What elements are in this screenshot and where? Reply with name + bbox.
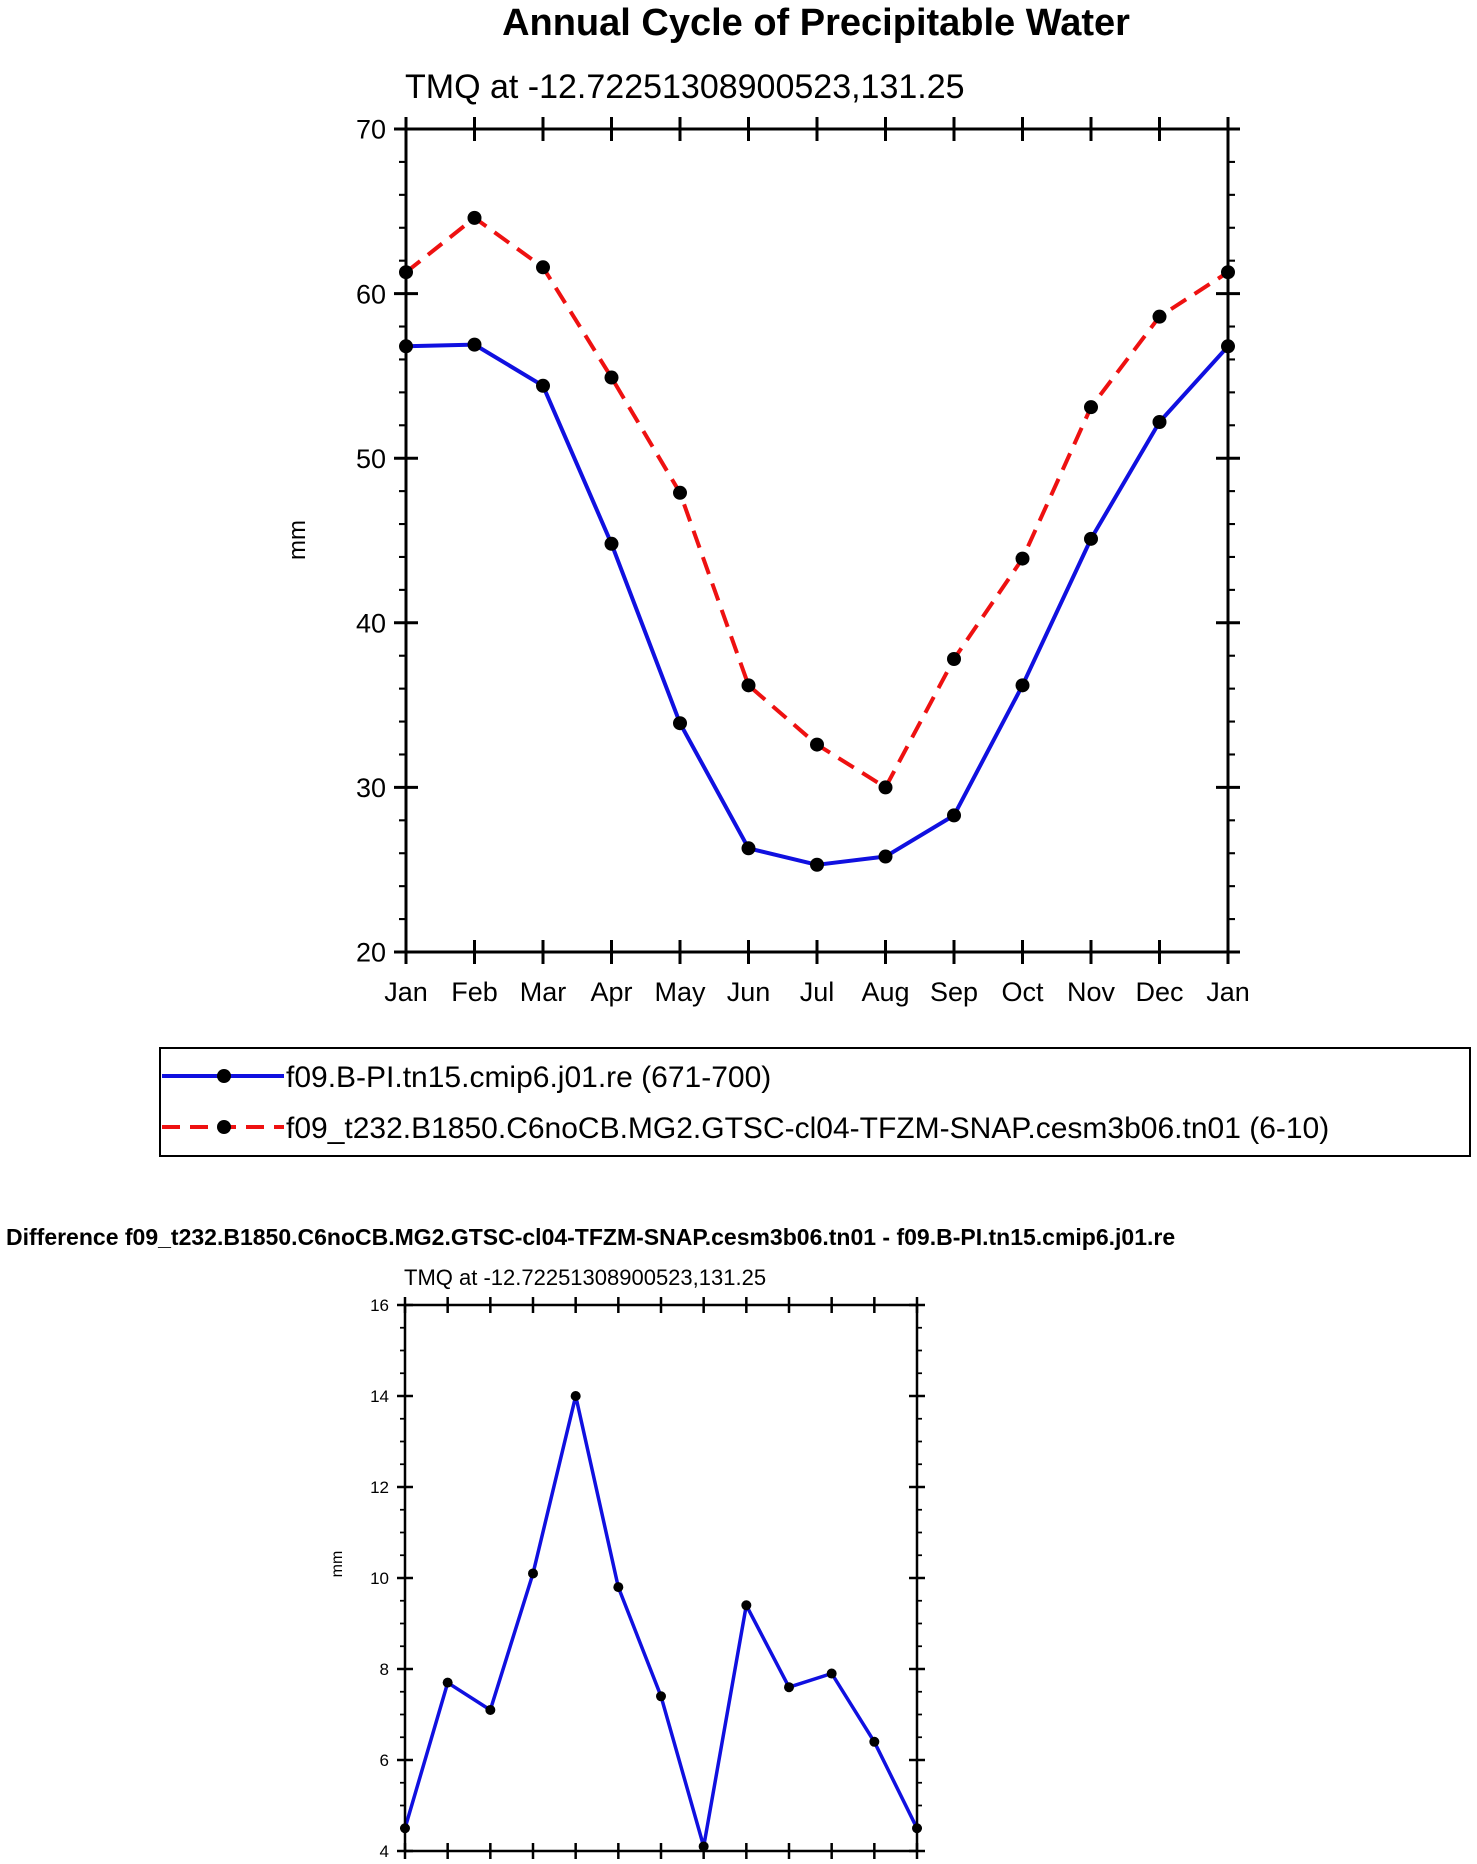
legend-marker-series-2 [217,1120,231,1134]
chart1-series-group [399,210,1235,872]
y-tick-label: 12 [370,1478,389,1497]
x-tick-label-feb: Feb [451,977,498,1007]
chart1-ticks: 20 30 40 50 60 70 Jan Feb Mar Apr May Jun Jul Aug Sep O… [356,115,1250,1007]
y-tick-label: 30 [356,773,386,803]
series-1-point-oct [1015,678,1030,693]
x-tick-label-jun: Jun [727,977,771,1007]
y-tick-label: 4 [380,1842,389,1861]
chart2-ticks: 46810121416JanFebMarAprMayJunJulAugSepOc… [370,1296,925,1861]
y-tick-label: 50 [356,444,386,474]
series-1-point-may [570,1391,581,1401]
series-2-point-jun [741,678,756,693]
x-tick-label-jan: Jan [1206,977,1250,1007]
y-tick-label: 16 [370,1296,389,1315]
series-1-point-feb [467,337,482,352]
chart2-plot-frame [403,1303,919,1853]
y-tick-label: 70 [356,115,386,145]
series-1-point-mar [536,378,550,393]
series-1-point-feb [442,1677,453,1688]
series-1-point-apr [604,536,619,551]
series-2-point-nov [1084,400,1098,415]
annual-cycle-chart: Annual Cycle of Precipitable Water TMQ a… [284,2,1250,1007]
y-tick-label: 14 [370,1387,389,1406]
y-tick-label: 8 [380,1660,389,1679]
series-1-point-oct [784,1682,794,1693]
difference-chart: Difference f09_t232.B1850.C6noCB.MG2.GTS… [6,1224,1175,1861]
series-2-point-sep [947,652,961,667]
series-1-point-aug [878,849,893,864]
series-2-point-oct [1015,551,1030,566]
series-1-point-aug [698,1841,709,1852]
series-1-point-dec [869,1736,880,1747]
series-line-1 [403,1394,919,1849]
x-tick-label-mar: Mar [520,977,567,1007]
series-1-point-nov [826,1668,837,1679]
series-2-point-jul [810,737,824,752]
y-tick-label: 6 [380,1751,389,1770]
series-line-2 [404,215,1230,790]
x-tick-label-sep: Sep [930,977,978,1007]
legend-label-series-2: f09_t232.B1850.C6noCB.MG2.GTSC-cl04-TFZM… [286,1112,1329,1145]
series-2-point-dec [1152,309,1167,324]
x-tick-label-aug: Aug [861,977,909,1007]
series-1-point-jul [810,857,824,872]
legend-box [159,1047,1471,1157]
chart1-y-axis-label: mm [284,520,311,560]
chart1-subtitle: TMQ at -12.72251308900523,131.25 [405,68,965,106]
series-2-point-may [673,485,687,500]
series-1-point-sep [741,1600,752,1611]
y-tick-label: 10 [370,1569,389,1588]
x-tick-label-jul: Jul [800,977,835,1007]
series-1-point-jun [741,841,756,856]
series-1-point-nov [1084,531,1098,546]
series-line-1 [405,342,1230,867]
chart2-title: Difference f09_t232.B1850.C6noCB.MG2.GTS… [6,1224,1175,1250]
x-tick-label-nov: Nov [1067,977,1116,1007]
chart2-y-axis-label: mm [329,1551,346,1578]
legend-label-series-1: f09.B-PI.tn15.cmip6.j01.re (671-700) [286,1061,771,1094]
x-tick-label-apr: Apr [590,977,632,1007]
series-2-point-apr [604,370,619,385]
chart2-subtitle: TMQ at -12.72251308900523,131.25 [404,1265,766,1290]
series-1-point-mar [485,1704,496,1715]
series-2-point-mar [536,260,550,275]
y-tick-label: 60 [356,279,386,309]
chart2-series-group [400,1391,922,1852]
series-1-point-jul [656,1691,666,1702]
chart1-plot-frame [404,127,1230,954]
x-tick-label-dec: Dec [1135,977,1183,1007]
chart1-legend: f09.B-PI.tn15.cmip6.j01.re (671-700) f09… [159,1047,1471,1157]
series-1-point-may [673,716,687,731]
series-2-point-aug [878,780,893,795]
series-1-point-dec [1152,414,1167,429]
series-1-point-sep [947,808,961,823]
legend-marker-series-1 [217,1069,231,1083]
y-tick-label: 40 [356,609,386,639]
x-tick-label-may: May [654,977,706,1007]
y-tick-label: 20 [356,938,386,968]
series-1-point-jun [613,1582,624,1593]
chart1-title: Annual Cycle of Precipitable Water [502,2,1130,44]
series-1-point-apr [528,1568,538,1579]
x-tick-label-oct: Oct [1001,977,1044,1007]
series-2-point-feb [467,210,482,225]
x-tick-label-jan: Jan [384,977,428,1007]
